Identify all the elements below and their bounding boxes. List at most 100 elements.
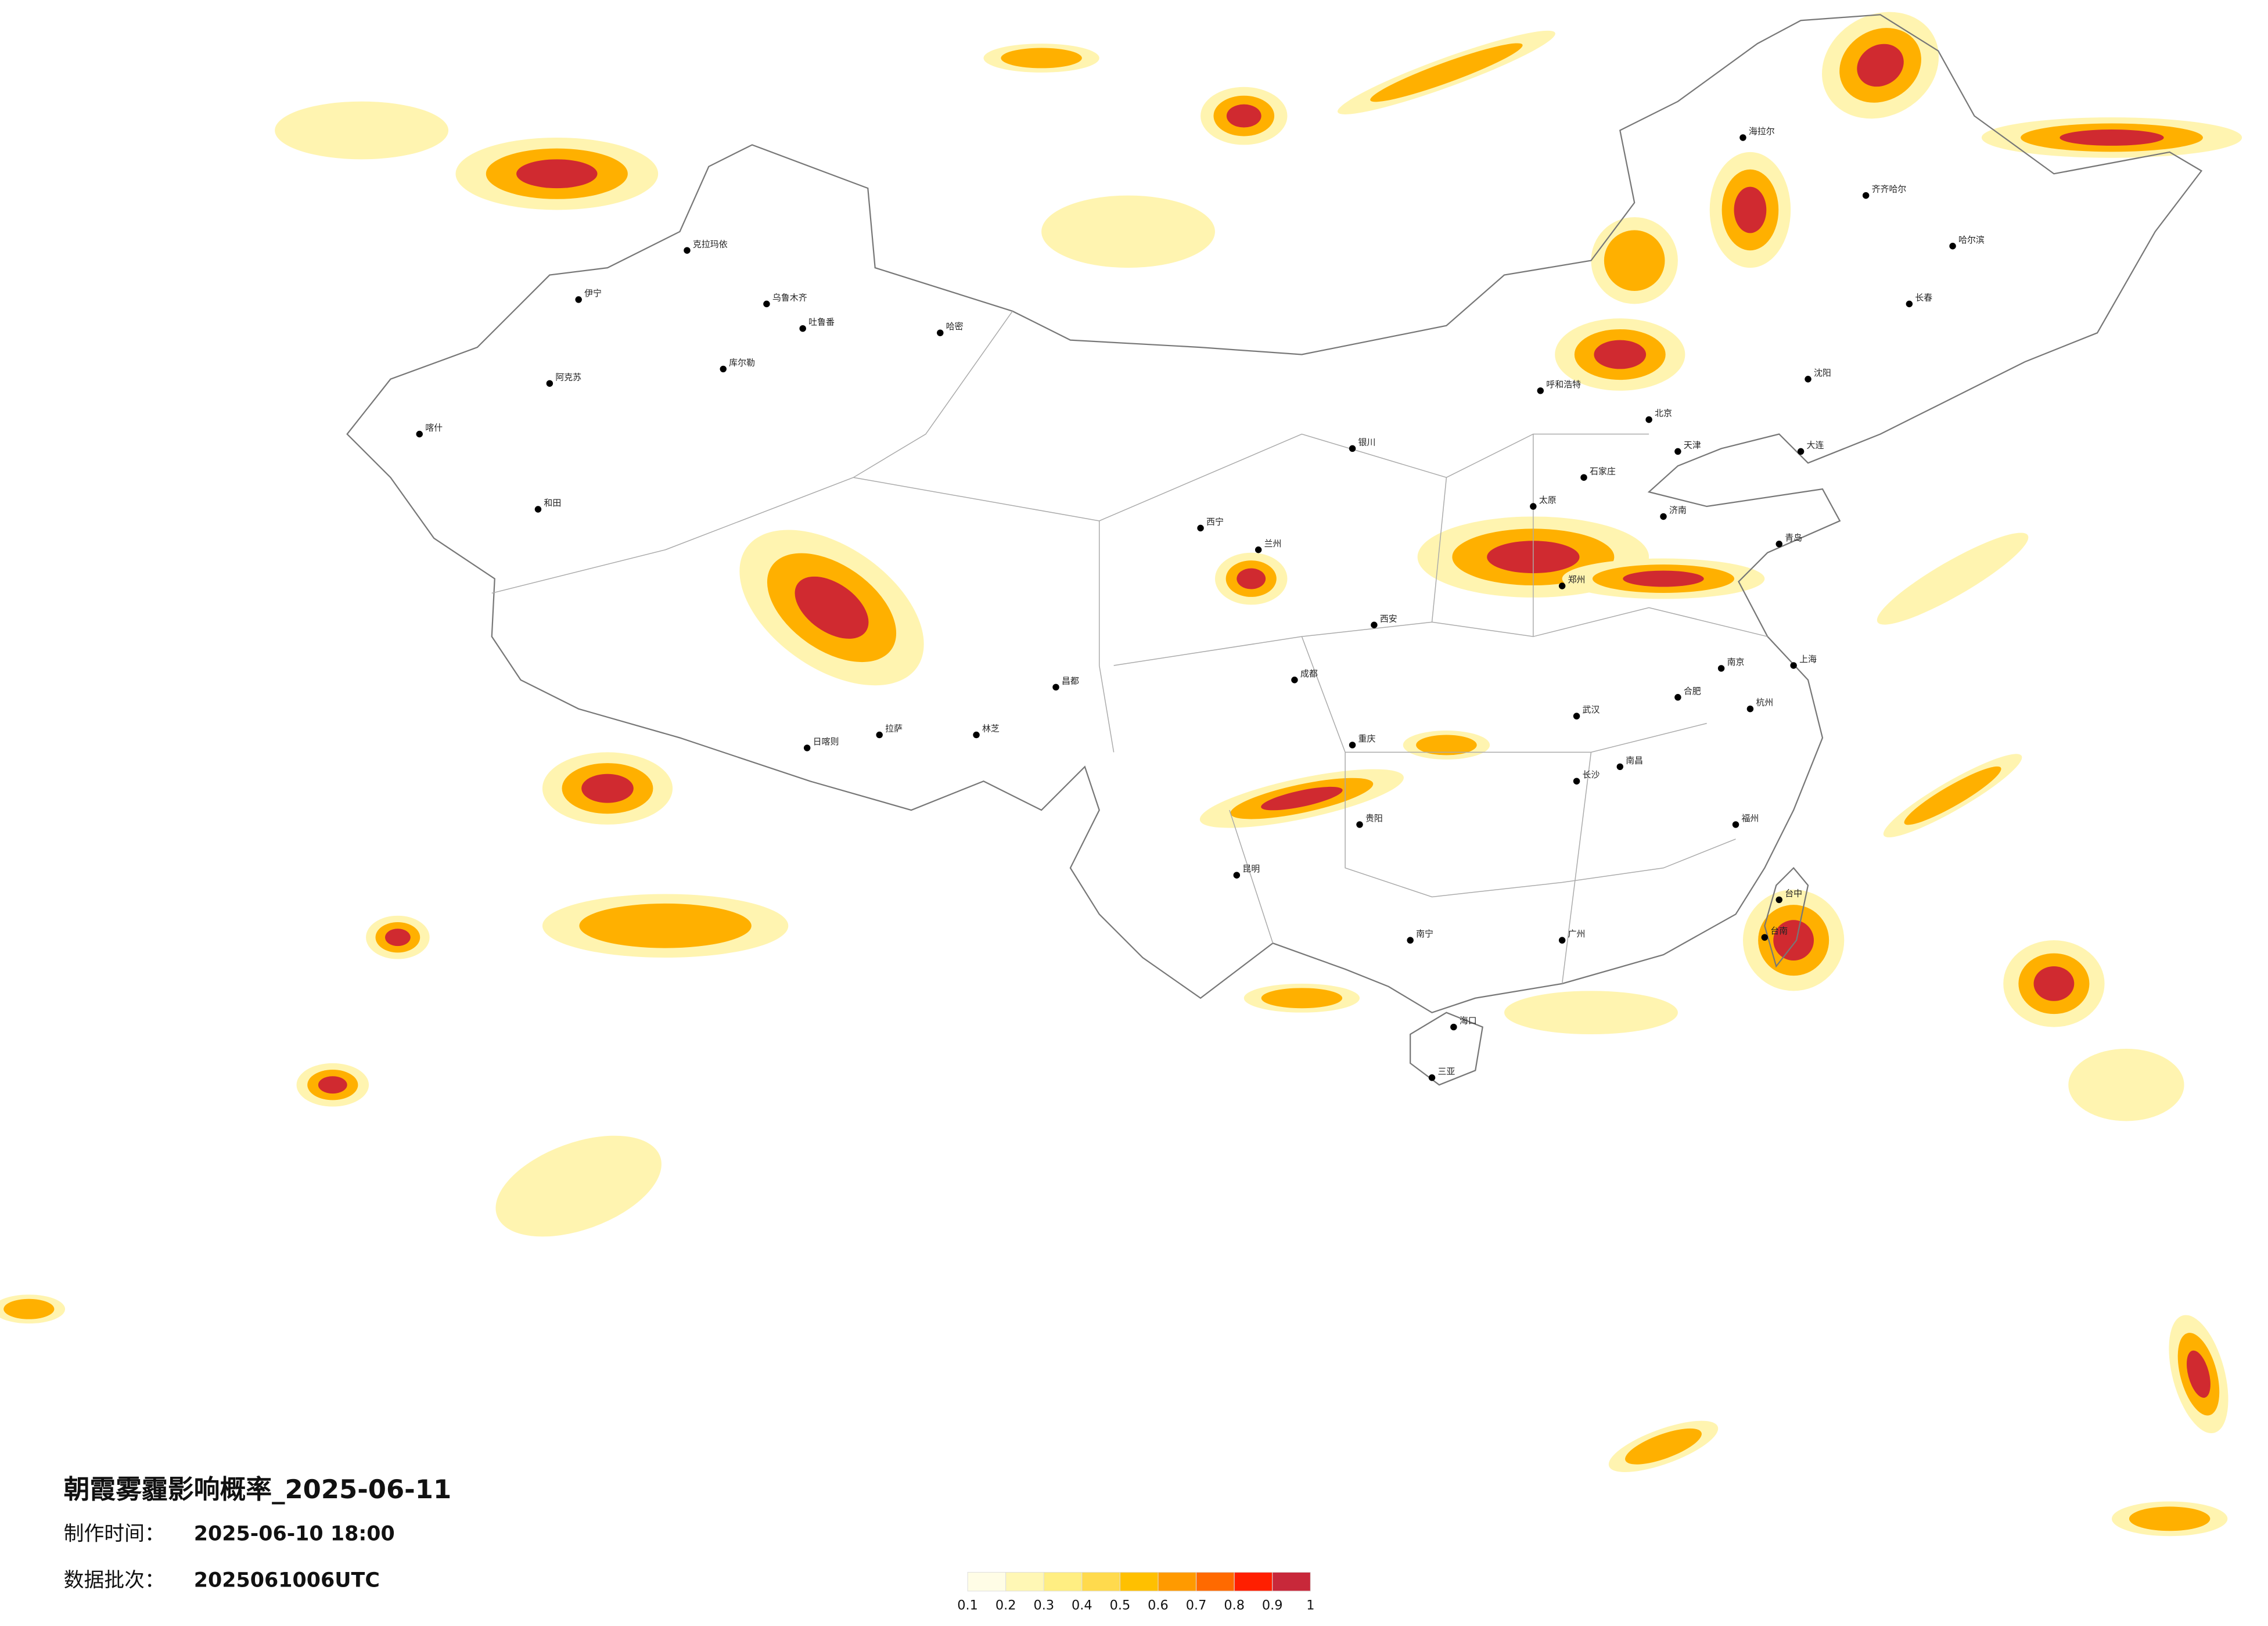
city-label: 贵阳	[1365, 813, 1383, 823]
city-dot	[1558, 937, 1566, 944]
city-dot	[1797, 448, 1805, 455]
legend-swatch	[1158, 1571, 1197, 1592]
city-label: 日喀则	[813, 736, 839, 747]
probability-area	[1237, 568, 1266, 589]
city-dot	[1805, 376, 1811, 383]
probability-areas	[0, 12, 2242, 1537]
city-label: 长沙	[1583, 769, 1600, 780]
city-label: 台南	[1770, 926, 1788, 936]
city-label: 福州	[1741, 813, 1759, 823]
legend-swatch	[967, 1571, 1007, 1592]
probability-area	[795, 576, 869, 639]
city-dot	[1746, 705, 1754, 713]
city-label: 西安	[1380, 613, 1397, 624]
legend-tick-label: 0.4	[1072, 1598, 1092, 1613]
city-label: 郑州	[1568, 574, 1586, 585]
legend-swatch	[1043, 1571, 1083, 1592]
city-dot	[546, 380, 553, 387]
city-label: 济南	[1669, 505, 1687, 515]
production-time: 2025-06-10 18:00	[194, 1523, 395, 1546]
batch: 2025061006UTC	[194, 1569, 380, 1592]
probability-area	[1625, 1428, 1702, 1465]
legend-tick-label: 0.1	[957, 1598, 978, 1613]
city-dot	[1573, 778, 1580, 785]
probability-area	[495, 1135, 662, 1237]
legend-tick-label: 0.9	[1262, 1598, 1283, 1613]
city-dot	[1717, 665, 1725, 672]
city-label: 青岛	[1785, 533, 1802, 543]
legend-swatch	[1196, 1571, 1235, 1592]
probability-area	[1261, 786, 1343, 811]
city-dot	[1739, 134, 1746, 141]
city-label: 齐齐哈尔	[1872, 184, 1907, 195]
city-label: 三亚	[1437, 1066, 1455, 1077]
city-dot	[1761, 934, 1769, 941]
city-dot	[1371, 621, 1378, 628]
city-label: 兰州	[1264, 538, 1282, 549]
legend-tick-label: 0.3	[1033, 1598, 1054, 1613]
map-title: 朝霞雾霾影响概率_2025-06-11	[64, 1474, 452, 1505]
city-dot	[1450, 1023, 1457, 1031]
city-dot	[1558, 582, 1566, 589]
city-label: 成都	[1300, 668, 1318, 679]
probability-area	[1416, 735, 1477, 756]
city-dot	[1660, 513, 1667, 520]
city-dot	[1537, 387, 1544, 394]
city-label: 南昌	[1626, 755, 1643, 765]
city-label: 拉萨	[885, 724, 903, 734]
city-label: 北京	[1655, 408, 1672, 419]
city-label: 吐鲁番	[808, 317, 835, 328]
city-dot	[1790, 662, 1797, 669]
city-label: 南宁	[1416, 929, 1433, 939]
city-label: 太原	[1539, 495, 1557, 505]
city-label: 和田	[544, 498, 561, 508]
city-dot	[1906, 300, 1913, 308]
city-label: 乌鲁木齐	[772, 292, 807, 303]
legend-swatch	[1272, 1571, 1311, 1592]
batch-label: 数据批次：	[64, 1569, 165, 1592]
city-dot	[1775, 896, 1782, 904]
city-dot	[416, 430, 423, 438]
city-dot	[1291, 677, 1298, 684]
probability-area	[318, 1076, 347, 1094]
legend-tick-label: 0.5	[1110, 1598, 1131, 1613]
city-label: 西宁	[1206, 516, 1224, 527]
city-dot	[1349, 445, 1356, 452]
city-label: 武汉	[1583, 704, 1600, 715]
city-label: 长春	[1915, 292, 1932, 303]
probability-area	[1370, 43, 1523, 102]
city-label: 昆明	[1242, 864, 1260, 874]
legend-swatch	[1005, 1571, 1044, 1592]
city-dot	[1428, 1074, 1436, 1081]
city-label: 天津	[1684, 440, 1701, 450]
probability-area	[1226, 104, 1261, 128]
city-label: 哈尔滨	[1958, 235, 1985, 245]
city-label: 广州	[1568, 929, 1586, 939]
city-label: 石家庄	[1590, 466, 1616, 476]
city-dot	[799, 325, 806, 332]
probability-area	[275, 101, 449, 160]
city-dot	[575, 296, 582, 303]
probability-area	[3, 1298, 55, 1319]
probability-area	[1041, 195, 1215, 268]
city-dot	[1197, 524, 1204, 532]
legend-swatch	[1081, 1571, 1120, 1592]
probability-area	[1877, 533, 2029, 625]
province-lines	[491, 311, 1768, 984]
city-dot	[937, 329, 944, 336]
city-label: 沈阳	[1814, 368, 1831, 378]
city-dot	[1732, 821, 1739, 828]
hainan	[1410, 1012, 1483, 1086]
city-dot	[1674, 694, 1681, 701]
probability-area	[1623, 570, 1704, 587]
city-label: 哈密	[946, 321, 964, 332]
legend-swatch	[1119, 1571, 1159, 1592]
city-label: 阿克苏	[555, 372, 581, 382]
city-dot	[720, 365, 727, 373]
probability-area	[1604, 230, 1665, 291]
city-label: 林芝	[982, 724, 1000, 734]
city-dot	[1616, 763, 1624, 771]
color-legend: 0.1 0.2 0.3 0.4 0.5 0.6 0.7 0.8 0.9 1	[957, 1571, 1314, 1613]
city-label: 大连	[1807, 440, 1824, 450]
